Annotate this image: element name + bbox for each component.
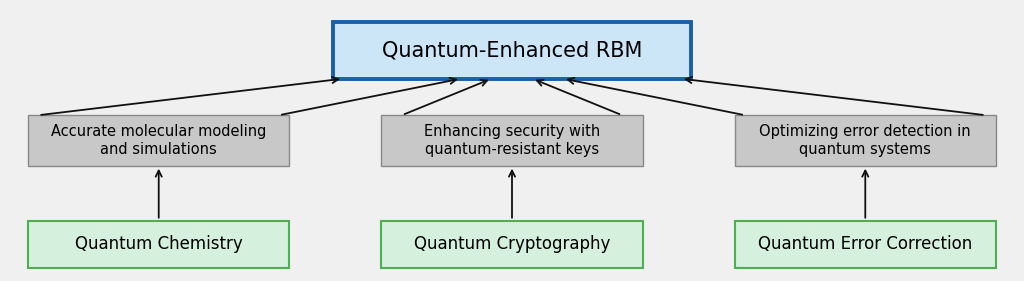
FancyBboxPatch shape bbox=[28, 221, 289, 268]
Text: Quantum Cryptography: Quantum Cryptography bbox=[414, 235, 610, 253]
FancyBboxPatch shape bbox=[735, 115, 995, 166]
FancyBboxPatch shape bbox=[735, 221, 995, 268]
FancyBboxPatch shape bbox=[381, 221, 643, 268]
FancyBboxPatch shape bbox=[381, 115, 643, 166]
Text: Optimizing error detection in
quantum systems: Optimizing error detection in quantum sy… bbox=[760, 124, 971, 157]
FancyBboxPatch shape bbox=[333, 22, 691, 79]
Text: Enhancing security with
quantum-resistant keys: Enhancing security with quantum-resistan… bbox=[424, 124, 600, 157]
Text: Quantum-Enhanced RBM: Quantum-Enhanced RBM bbox=[382, 40, 642, 61]
FancyBboxPatch shape bbox=[28, 115, 289, 166]
Text: Quantum Error Correction: Quantum Error Correction bbox=[758, 235, 973, 253]
Text: Quantum Chemistry: Quantum Chemistry bbox=[75, 235, 243, 253]
Text: Accurate molecular modeling
and simulations: Accurate molecular modeling and simulati… bbox=[51, 124, 266, 157]
